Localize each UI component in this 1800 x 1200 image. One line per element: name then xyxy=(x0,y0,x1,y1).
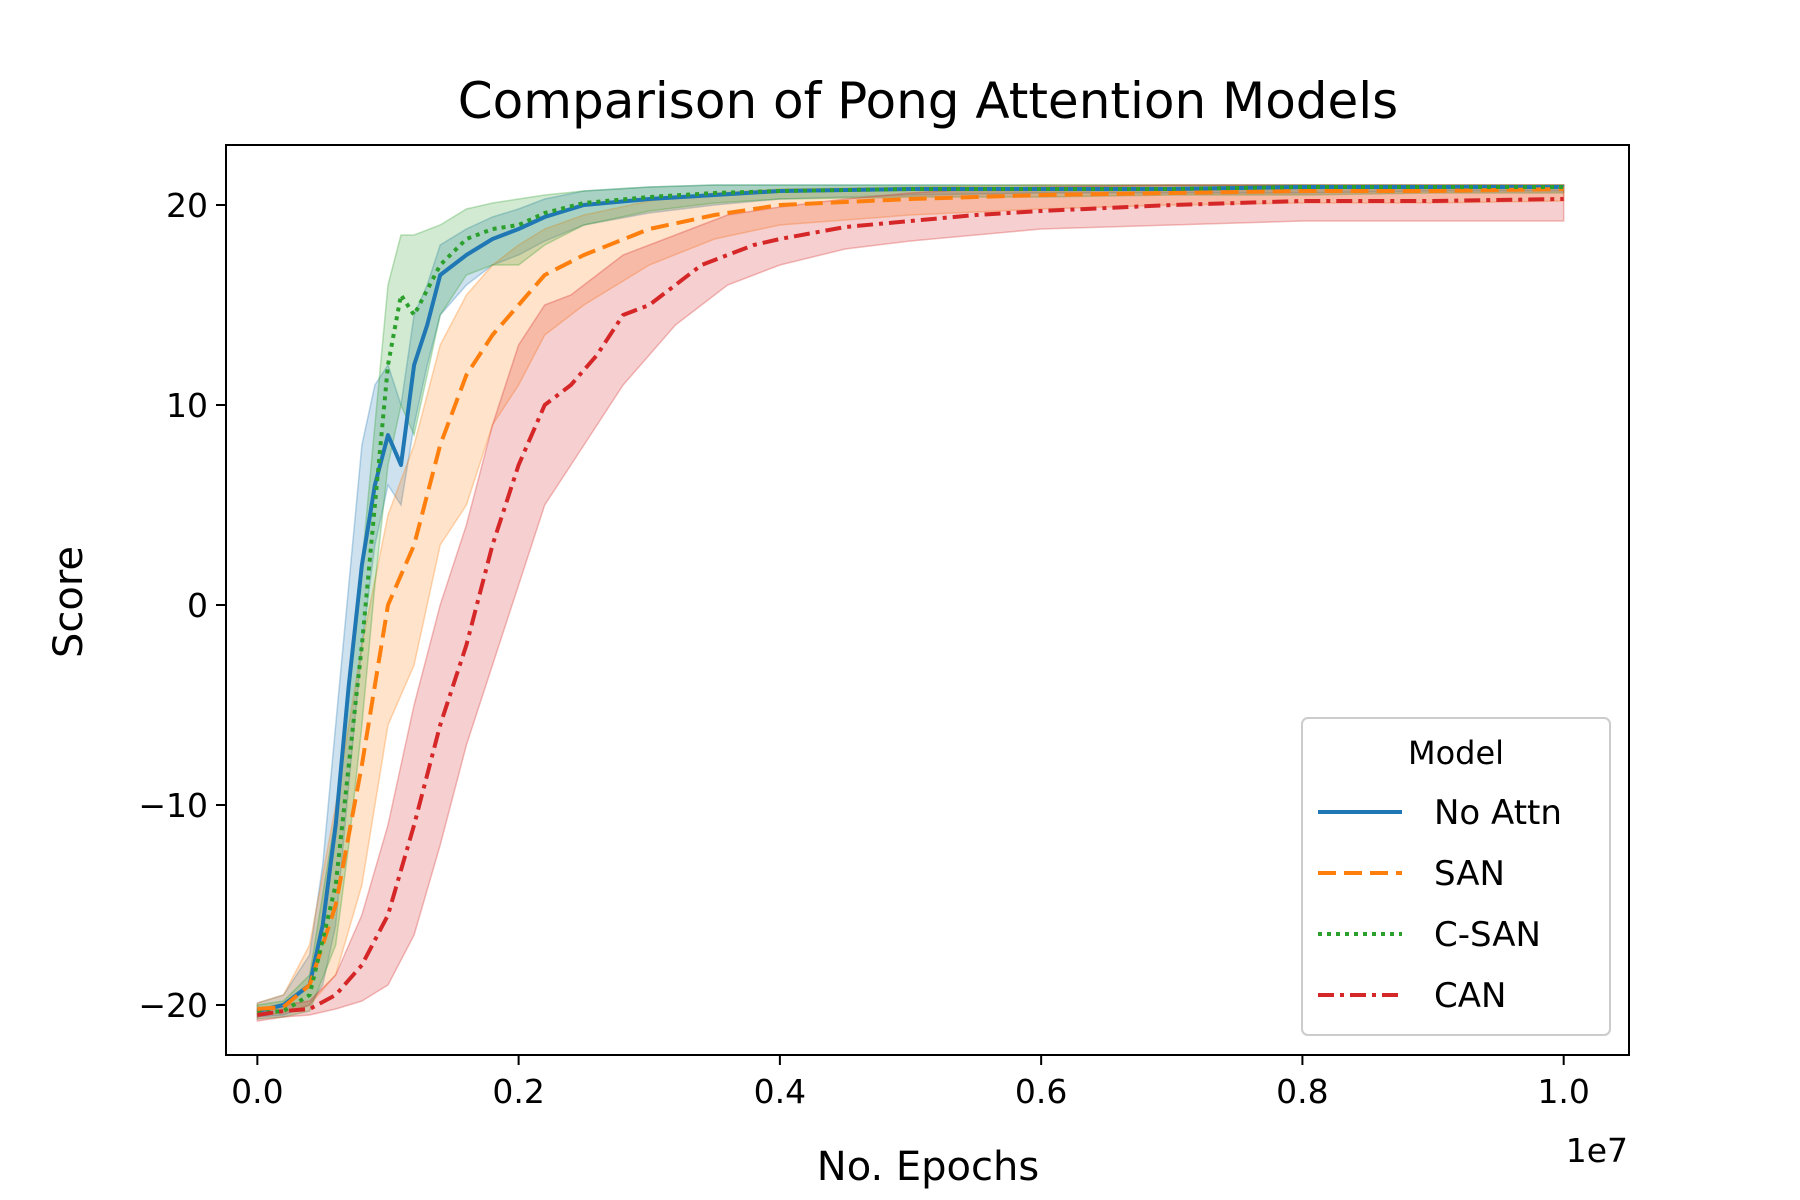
x-tick-label: 0.2 xyxy=(492,1072,544,1111)
y-tick-label: 20 xyxy=(166,186,208,225)
series-line-can xyxy=(257,197,1564,1017)
legend-label-can: CAN xyxy=(1434,976,1506,1016)
legend: Model No Attn SAN C-SAN CAN xyxy=(1301,717,1611,1036)
y-axis-label: Score xyxy=(46,546,92,658)
band-can xyxy=(256,184,1565,1022)
series-line-no-attn xyxy=(256,185,1564,1013)
x-tick-label: 1.0 xyxy=(1537,1072,1589,1111)
series-line-c-san xyxy=(257,185,1564,1015)
legend-label-san: SAN xyxy=(1434,854,1505,894)
legend-items: No Attn SAN C-SAN CAN xyxy=(1318,793,1562,1016)
axes-frame xyxy=(225,144,1630,1056)
y-tick-label: −20 xyxy=(138,986,208,1025)
x-tick-label: 0.6 xyxy=(1015,1072,1067,1111)
x-tick-label: 0.8 xyxy=(1276,1072,1328,1111)
legend-box xyxy=(1301,717,1611,1036)
series-line-san xyxy=(257,187,1564,1011)
y-tick-label: 10 xyxy=(166,386,208,425)
legend-label-no-attn: No Attn xyxy=(1434,793,1562,833)
plot-area xyxy=(256,184,1565,1022)
x-tick-label: 0.0 xyxy=(231,1072,283,1111)
legend-label-c-san: C-SAN xyxy=(1434,915,1541,955)
x-axis-ticks: 0.0 0.2 0.4 0.6 0.8 1.0 xyxy=(231,1055,1590,1111)
y-tick-label: −10 xyxy=(138,786,208,825)
legend-title: Model xyxy=(1408,734,1504,772)
y-tick-label: 0 xyxy=(187,586,208,625)
x-axis-label: No. Epochs xyxy=(817,1144,1039,1190)
chart-title: Comparison of Pong Attention Models xyxy=(458,72,1398,130)
y-axis-ticks: −20 −10 0 10 20 xyxy=(138,186,226,1025)
x-tick-label: 0.4 xyxy=(754,1072,806,1111)
x-axis-offset-label: 1e7 xyxy=(1566,1131,1628,1170)
